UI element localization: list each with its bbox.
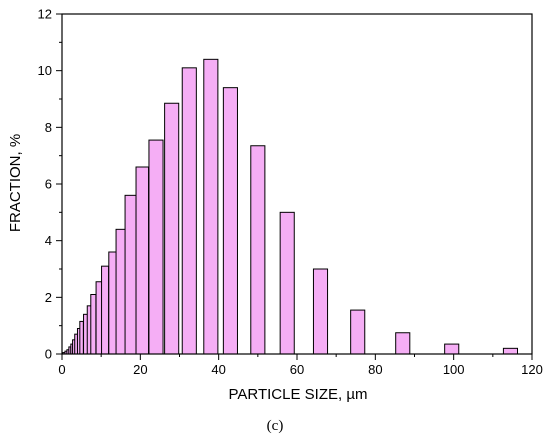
bar (90, 294, 97, 355)
y-tick-label: 12 (38, 7, 52, 22)
x-tick-label: 40 (211, 362, 225, 377)
bar (164, 102, 180, 355)
x-tick-label: 120 (521, 362, 543, 377)
y-tick-label: 8 (45, 120, 52, 135)
bar (444, 343, 460, 355)
bar (135, 166, 150, 355)
bar (79, 320, 84, 355)
x-tick-label: 20 (133, 362, 147, 377)
x-axis-title: PARTICLE SIZE, µm (229, 386, 368, 403)
x-tick-label: 0 (58, 362, 65, 377)
bar (181, 67, 197, 355)
y-tick-label: 2 (45, 290, 52, 305)
x-tick-label: 80 (368, 362, 382, 377)
bar (124, 194, 137, 355)
bar (312, 268, 329, 355)
x-tick-label: 100 (443, 362, 465, 377)
y-axis-title: FRACTION, % (7, 134, 24, 232)
y-tick-label: 10 (38, 63, 52, 78)
x-tick-label: 60 (290, 362, 304, 377)
bar (279, 211, 295, 355)
figure-caption: (c) (267, 418, 284, 434)
bars-group (62, 58, 519, 355)
bar (222, 87, 238, 355)
y-tick-label: 4 (45, 233, 52, 248)
bar (502, 347, 519, 355)
bar (115, 228, 126, 355)
bar (148, 139, 164, 355)
bar (101, 265, 110, 355)
axes-group: 0 20 40 60 80 100 120 0 2 4 6 8 10 12 (38, 7, 543, 378)
bar (250, 145, 266, 355)
bar (203, 58, 219, 355)
bar (395, 332, 411, 355)
bar (350, 309, 366, 355)
y-tick-label: 6 (45, 177, 52, 192)
y-tick-label: 0 (45, 347, 52, 362)
